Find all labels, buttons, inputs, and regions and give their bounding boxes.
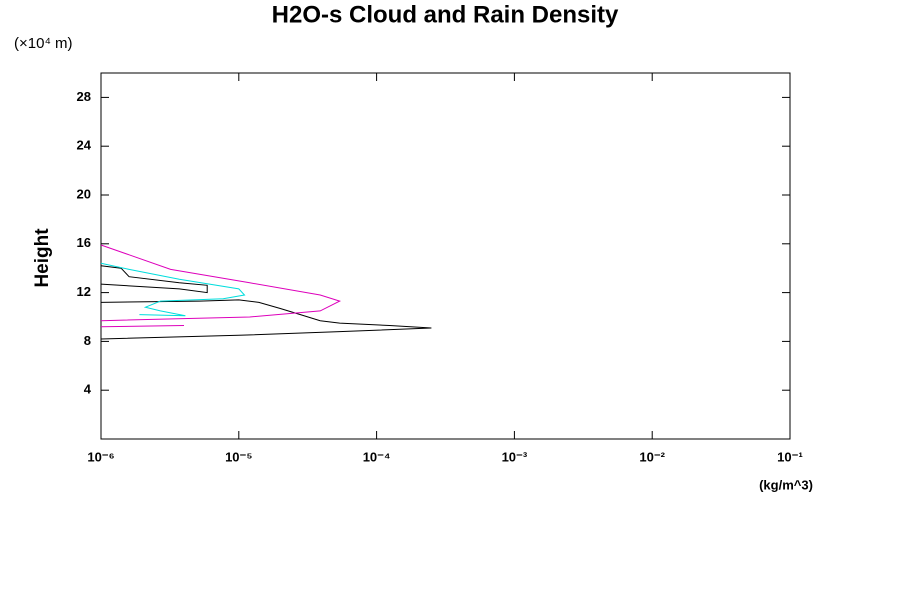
x-tick-label: 10⁻⁶ (87, 449, 114, 464)
y-tick-label: 8 (84, 333, 91, 348)
y-tick-label: 20 (77, 186, 91, 201)
series-line (100, 244, 342, 322)
y-tick-label: 28 (77, 89, 91, 104)
x-tick-label: 10⁻¹ (777, 449, 803, 464)
x-tick-label: 10⁻⁴ (363, 449, 391, 464)
y-unit: (×10⁴ m) (14, 35, 73, 52)
series-line (100, 265, 208, 294)
y-tick-label: 24 (77, 138, 92, 153)
x-tick-label: 10⁻⁵ (225, 449, 252, 464)
series-line (100, 325, 185, 328)
series-line (100, 299, 432, 340)
y-tick-label: 16 (77, 235, 91, 250)
chart-title: H2O-s Cloud and Rain Density (272, 1, 619, 28)
x-unit: (kg/m^3) (759, 477, 813, 492)
y-tick-label: 12 (77, 284, 91, 299)
x-tick-label: 10⁻² (639, 449, 665, 464)
y-tick-label: 4 (84, 382, 92, 397)
plot-frame (100, 72, 791, 440)
series-line (100, 262, 246, 317)
y-axis-title: Height (32, 228, 53, 288)
x-tick-label: 10⁻³ (502, 449, 528, 464)
